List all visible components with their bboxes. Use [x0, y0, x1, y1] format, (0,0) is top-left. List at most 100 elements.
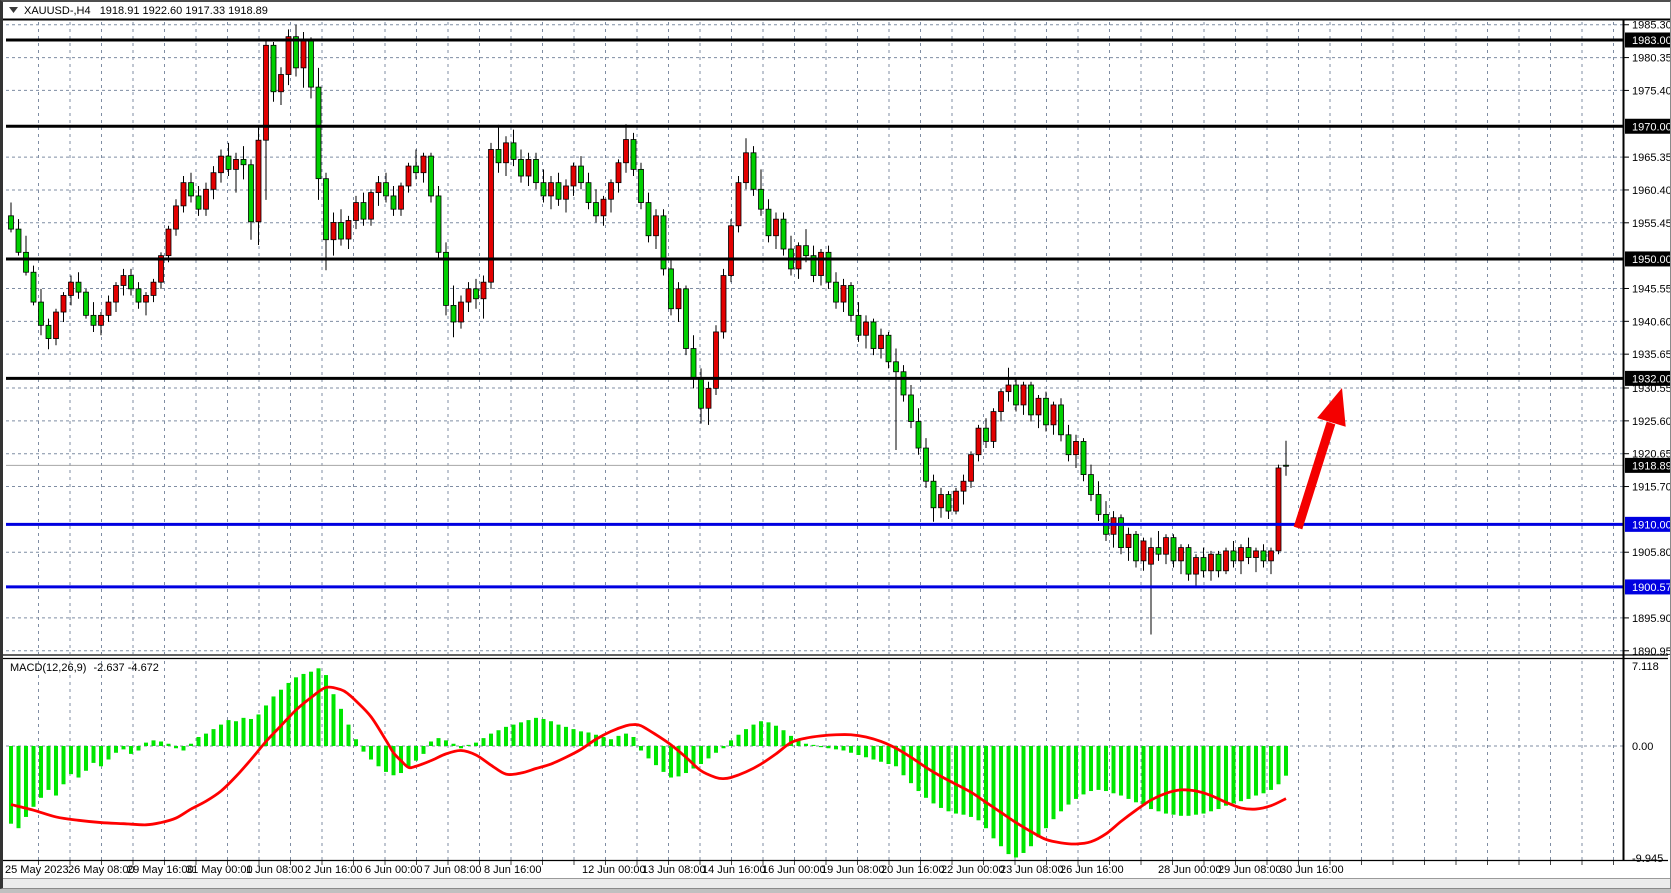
- macd-bar: [886, 746, 891, 765]
- chart-canvas[interactable]: 1985.30 1980.35 1975.40 1965.35 1960.40 1955.…: [3, 2, 1671, 888]
- candle: [945, 491, 952, 520]
- axis-labels: 1985.30 1980.35 1975.40 1965.35 1960.40 1955.…: [5, 20, 1671, 876]
- candle: [600, 195, 607, 226]
- macd-bar: [1119, 746, 1123, 796]
- macd-bar: [234, 721, 238, 746]
- candle: [930, 474, 937, 522]
- symbol-dropdown-icon[interactable]: [9, 7, 18, 13]
- macd-bar: [309, 671, 313, 746]
- macd-bar: [444, 740, 448, 746]
- price-tick-label: 1975.40: [1632, 85, 1670, 97]
- time-axis-label: 25 May 2023: [5, 864, 69, 876]
- chart-title: XAUUSD-,H4 1918.91 1922.60 1917.33 1918.…: [24, 5, 268, 17]
- macd-bar: [76, 746, 81, 778]
- candle: [495, 124, 502, 173]
- macd-bar: [841, 746, 846, 751]
- macd-bar: [601, 736, 606, 746]
- candle: [855, 302, 862, 342]
- level-tag-1950.00-label: 1950.00: [1632, 254, 1670, 266]
- macd-axis-label: 0.00: [1632, 741, 1653, 753]
- candle: [195, 185, 202, 216]
- macd-bar: [729, 740, 733, 746]
- candle: [150, 278, 157, 303]
- arrow-shaft[interactable]: [1293, 421, 1336, 530]
- candle: [548, 176, 554, 210]
- macd-bar: [534, 717, 538, 746]
- price-tick-label: 1985.30: [1632, 20, 1670, 32]
- price-tick-label: 1955.45: [1632, 218, 1670, 230]
- time-axis-label: 30 Jun 16:00: [1280, 864, 1344, 876]
- macd-bar: [946, 746, 951, 812]
- level-tag-1983.00[interactable]: [1625, 32, 1671, 48]
- candle: [900, 365, 907, 402]
- candle: [518, 149, 524, 183]
- level-tag-1950.00[interactable]: [1625, 251, 1671, 267]
- level-tag-1970.00[interactable]: [1625, 118, 1671, 134]
- candle: [1208, 550, 1214, 581]
- arrow-head-icon[interactable]: [1317, 388, 1346, 427]
- candle: [720, 268, 727, 339]
- macd-bar: [976, 746, 981, 821]
- candle: [1020, 381, 1027, 415]
- macd-bar: [519, 722, 523, 746]
- level-tag-1910.00[interactable]: [1625, 516, 1671, 532]
- trend-arrow-annotation[interactable]: [1293, 388, 1346, 530]
- macd-bar: [31, 746, 36, 807]
- macd-bar: [1029, 746, 1033, 847]
- macd-bar: [129, 746, 133, 754]
- macd-bar: [639, 746, 643, 751]
- time-axis-label: 19 Jun 08:00: [821, 864, 885, 876]
- price-tags[interactable]: 1983.00 1970.00 1950.00 1932.00 1910.00 1900.…: [1625, 32, 1671, 595]
- time-axis-label: 26 May 08:00: [68, 864, 135, 876]
- candle: [435, 185, 442, 259]
- macd-bar: [556, 724, 561, 746]
- ohlc-quote: 1918.91 1922.60 1917.33 1918.89: [100, 5, 268, 17]
- macd-bar: [909, 746, 913, 784]
- macd-bar: [834, 746, 838, 750]
- candle: [458, 295, 464, 329]
- macd-bar: [571, 729, 576, 746]
- macd-bar: [391, 746, 396, 776]
- time-axis-label: 23 Jun 08:00: [1000, 864, 1064, 876]
- candle: [1283, 440, 1289, 476]
- macd-bar: [324, 675, 328, 746]
- macd-bar: [459, 746, 463, 749]
- candle: [345, 215, 352, 250]
- candle: [375, 176, 382, 206]
- candle: [885, 331, 892, 369]
- candle: [825, 245, 832, 289]
- macd-bar: [181, 746, 186, 751]
- horizontal-level-lines[interactable]: [6, 38, 1623, 589]
- macd-bar: [1066, 746, 1071, 805]
- candle: [810, 245, 817, 283]
- level-tag-1900.57[interactable]: [1625, 579, 1671, 595]
- candle: [705, 381, 712, 425]
- macd-bar: [789, 735, 793, 746]
- candle: [1028, 381, 1034, 422]
- macd-bar: [219, 724, 223, 746]
- time-axis-label: 26 Jun 16:00: [1060, 864, 1124, 876]
- candle: [968, 451, 974, 488]
- macd-bar: [174, 746, 178, 749]
- macd-bar: [879, 746, 883, 762]
- current-price-tag[interactable]: [1625, 457, 1671, 473]
- candle: [1088, 464, 1094, 502]
- price-tick-label: 1930.55: [1632, 383, 1670, 395]
- candle: [113, 282, 119, 313]
- candle: [555, 172, 562, 206]
- candle: [998, 388, 1004, 422]
- candle: [893, 348, 899, 451]
- candle: [660, 209, 667, 276]
- macd-bar: [361, 746, 366, 752]
- bottom-scroll-strip[interactable]: [3, 878, 1670, 888]
- macd-bar: [856, 746, 861, 756]
- time-axis-label: 12 Jun 00:00: [582, 864, 646, 876]
- candle: [503, 136, 509, 177]
- price-tick-label: 1965.35: [1632, 152, 1670, 164]
- candle: [203, 182, 209, 216]
- macd-bar: [1284, 746, 1288, 776]
- level-tag-1932.00[interactable]: [1625, 370, 1671, 386]
- candle: [840, 278, 847, 313]
- macd-bar: [1186, 746, 1191, 816]
